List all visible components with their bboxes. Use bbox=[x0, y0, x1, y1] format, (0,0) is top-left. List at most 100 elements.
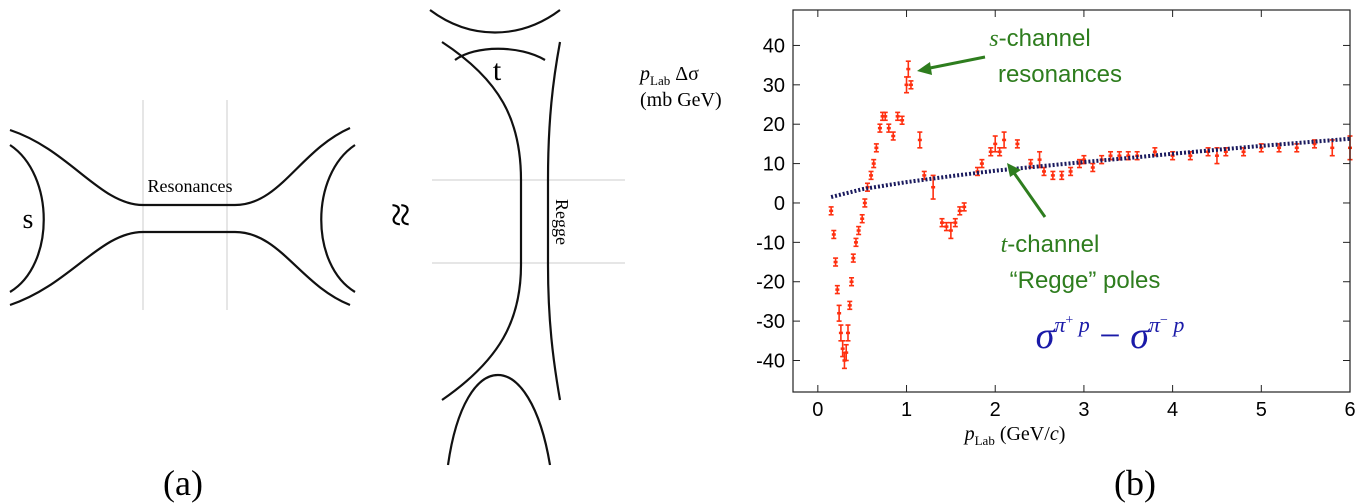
annotation-text: resonances bbox=[998, 61, 1122, 88]
data-point bbox=[843, 343, 849, 362]
annotation-part: t bbox=[1001, 232, 1009, 258]
y-label-part: Lab bbox=[650, 73, 670, 88]
data-point bbox=[1090, 162, 1096, 173]
data-point bbox=[1059, 170, 1065, 181]
x-tick-label: 5 bbox=[1256, 399, 1267, 421]
formula-part: π bbox=[1149, 312, 1161, 337]
y-tick-label: -20 bbox=[756, 272, 785, 294]
data-point bbox=[833, 257, 839, 267]
x-label-part: (GeV/ bbox=[995, 423, 1050, 445]
annotation-text: “Regge” poles bbox=[1010, 267, 1161, 294]
propagator bbox=[546, 41, 562, 401]
data-point bbox=[853, 237, 859, 248]
data-point bbox=[1068, 166, 1074, 177]
data-point bbox=[952, 217, 958, 228]
data-point bbox=[979, 158, 985, 169]
formula-part: σ bbox=[1130, 315, 1150, 357]
y-label-part: p bbox=[638, 63, 650, 85]
data-point bbox=[939, 217, 945, 228]
data-point bbox=[904, 76, 910, 94]
data-point bbox=[886, 123, 892, 133]
data-point bbox=[849, 276, 855, 287]
x-label-part: Lab bbox=[975, 433, 995, 448]
y-label-part: Δσ bbox=[670, 63, 699, 85]
data-point bbox=[856, 225, 862, 236]
annotation-part: -channel bbox=[999, 25, 1091, 52]
data-point bbox=[873, 143, 879, 153]
propagator bbox=[429, 9, 561, 34]
data-point bbox=[957, 206, 963, 216]
regge-curve bbox=[830, 136, 1351, 200]
data-point bbox=[1041, 166, 1047, 177]
data-point bbox=[943, 221, 949, 232]
panel-label: (a) bbox=[163, 463, 203, 503]
x-axis-label: pLab (GeV/c) bbox=[963, 423, 1066, 448]
y-tick-label: 40 bbox=[763, 35, 785, 57]
x-tick-label: 3 bbox=[1078, 399, 1089, 421]
data-point bbox=[877, 123, 883, 133]
data-point bbox=[917, 131, 923, 149]
data-point bbox=[850, 253, 856, 263]
data-point bbox=[1014, 139, 1020, 149]
data-point bbox=[908, 80, 914, 90]
data-point bbox=[992, 135, 998, 153]
formula: σπ+ p − σπ− p bbox=[1036, 312, 1185, 357]
propagator bbox=[9, 144, 45, 293]
data-point bbox=[997, 147, 1003, 157]
data-point bbox=[899, 115, 905, 126]
annotation-part: -channel bbox=[1007, 231, 1099, 258]
x-label-part: c bbox=[1050, 423, 1059, 445]
label: Regge bbox=[552, 199, 572, 245]
data-point bbox=[828, 206, 834, 216]
data-point bbox=[1152, 147, 1158, 157]
arrow bbox=[1010, 169, 1047, 218]
data-point bbox=[1294, 143, 1300, 153]
x-tick-label: 4 bbox=[1167, 399, 1178, 421]
data-point bbox=[859, 213, 865, 224]
data-point bbox=[895, 111, 901, 122]
y-tick-label: 0 bbox=[774, 193, 785, 215]
x-tick-label: 6 bbox=[1344, 399, 1355, 421]
formula-part: π bbox=[1054, 312, 1066, 337]
label: s bbox=[23, 204, 34, 235]
data-point bbox=[868, 170, 874, 181]
y-tick-label: 30 bbox=[763, 75, 785, 97]
label: t bbox=[493, 54, 502, 87]
propagator bbox=[446, 373, 552, 466]
formula-part: p bbox=[1168, 312, 1185, 337]
y-axis-label: (mb GeV) bbox=[640, 89, 722, 111]
propagator bbox=[441, 41, 523, 401]
y-tick-label: -40 bbox=[756, 350, 785, 372]
data-point bbox=[1001, 131, 1007, 149]
data-point bbox=[845, 324, 851, 342]
propagator bbox=[9, 230, 351, 307]
formula-part: + bbox=[1065, 313, 1073, 328]
propagator bbox=[9, 126, 351, 207]
data-point bbox=[930, 174, 936, 200]
annotation: s-channel resonances bbox=[917, 25, 1122, 88]
annotation: t-channel “Regge” poles bbox=[1001, 163, 1161, 294]
data-point bbox=[871, 158, 877, 169]
formula-part: σ bbox=[1036, 315, 1056, 357]
x-label-part: ) bbox=[1059, 423, 1066, 445]
annotation-text: t-channel bbox=[1001, 231, 1100, 258]
formula-part: − bbox=[1160, 313, 1168, 328]
data-point bbox=[838, 324, 844, 342]
data-point bbox=[834, 284, 840, 295]
data-point bbox=[862, 198, 868, 208]
data-point bbox=[948, 221, 954, 240]
y-tick-label: -30 bbox=[756, 311, 785, 333]
propagator bbox=[454, 47, 546, 61]
plot-frame bbox=[792, 9, 1351, 393]
data-point bbox=[905, 60, 911, 78]
data-point bbox=[1329, 139, 1335, 157]
propagator bbox=[320, 144, 356, 293]
y-tick-label: 10 bbox=[763, 154, 785, 176]
data-point bbox=[831, 229, 837, 240]
arrow bbox=[924, 55, 986, 71]
arrow-head bbox=[1007, 163, 1021, 177]
data-point bbox=[988, 147, 994, 157]
x-tick-label: 2 bbox=[990, 399, 1001, 421]
data-point bbox=[890, 131, 896, 141]
